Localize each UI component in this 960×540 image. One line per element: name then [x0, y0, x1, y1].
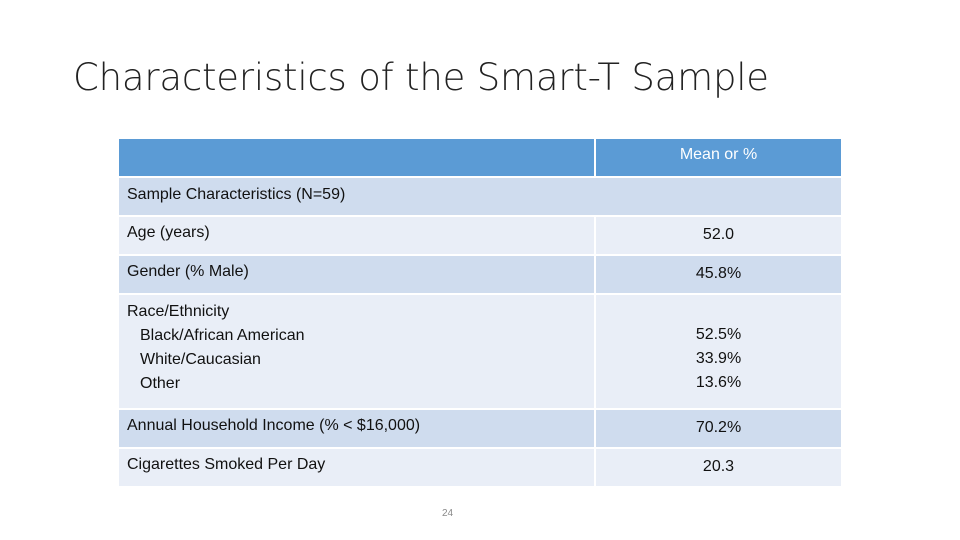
row-value-race: 52.5% 33.9% 13.6%: [594, 295, 841, 408]
race-sub-label: Black/African American: [140, 327, 305, 344]
header-col2: Mean or %: [594, 139, 841, 176]
row-value-gender: 45.8%: [594, 256, 841, 293]
row-label-age: Age (years): [127, 224, 210, 241]
table-row: Race/Ethnicity Black/African American Wh…: [119, 295, 841, 410]
slide-title: Characteristics of the Smart-T Sample: [73, 56, 769, 99]
race-value: 33.9%: [695, 350, 742, 367]
row-label-gender: Gender (% Male): [127, 263, 249, 280]
table-row: Annual Household Income (% < $16,000) 70…: [119, 410, 841, 449]
race-label: Race/Ethnicity: [127, 303, 230, 320]
section-row: Sample Characteristics (N=59): [119, 178, 841, 217]
race-value: 52.5%: [695, 326, 742, 343]
race-value: 13.6%: [695, 374, 742, 391]
table-row: Age (years) 52.0: [119, 217, 841, 256]
row-label-income: Annual Household Income (% < $16,000): [127, 417, 421, 434]
row-value-cigarettes: 20.3: [594, 449, 841, 486]
race-sub-label: Other: [140, 375, 181, 392]
row-value-age: 52.0: [594, 217, 841, 254]
page-number: 24: [442, 508, 454, 519]
race-sub-label: White/Caucasian: [140, 351, 261, 368]
characteristics-table: Mean or % Sample Characteristics (N=59) …: [119, 139, 841, 488]
table-row: Cigarettes Smoked Per Day 20.3: [119, 449, 841, 488]
row-value-income: 70.2%: [594, 410, 841, 447]
table-row: Gender (% Male) 45.8%: [119, 256, 841, 295]
header-col1: [119, 139, 594, 176]
section-label: Sample Characteristics (N=59): [127, 186, 346, 203]
row-label-cigarettes: Cigarettes Smoked Per Day: [127, 456, 326, 473]
row-label-race: Race/Ethnicity Black/African American Wh…: [119, 295, 594, 408]
table-header-row: Mean or %: [119, 139, 841, 178]
